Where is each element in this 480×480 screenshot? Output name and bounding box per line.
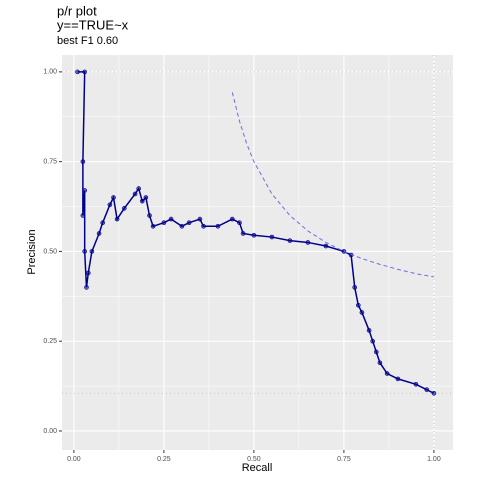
y-axis-label: Precision — [26, 229, 38, 274]
point — [96, 231, 102, 236]
point — [352, 285, 358, 290]
point — [150, 223, 156, 229]
point — [240, 231, 246, 236]
point — [424, 387, 430, 392]
point — [139, 198, 145, 204]
y-tick-label: 0.00 — [43, 428, 57, 435]
pr-curve — [77, 71, 435, 394]
point — [251, 232, 257, 238]
point — [82, 188, 87, 193]
x-axis-label: Recall — [242, 462, 273, 474]
x-tick-label: 0.25 — [157, 456, 171, 463]
point — [186, 220, 192, 225]
chart-title: p/r plot — [57, 3, 97, 18]
point — [374, 349, 379, 355]
panel — [62, 55, 453, 450]
point — [84, 285, 89, 290]
y-tick-label: 0.25 — [43, 338, 57, 345]
point — [147, 213, 152, 218]
point — [305, 240, 311, 245]
x-tick-label: 0.50 — [247, 456, 261, 463]
x-tick-label: 1.00 — [427, 456, 441, 463]
point — [80, 213, 86, 218]
point — [370, 338, 376, 344]
y-tick-label: 0.50 — [43, 248, 57, 255]
point — [395, 376, 401, 382]
point — [89, 249, 95, 254]
point — [269, 234, 275, 240]
point — [237, 220, 242, 225]
point — [359, 310, 365, 315]
point — [100, 220, 105, 225]
point — [341, 249, 347, 254]
x-tick-label: 0.00 — [67, 456, 81, 463]
point — [136, 186, 141, 191]
point — [82, 69, 87, 75]
point — [197, 216, 203, 222]
point — [161, 220, 167, 225]
point — [121, 206, 127, 211]
point — [132, 191, 138, 197]
y-tick-label: 1.00 — [43, 69, 57, 76]
point — [75, 69, 80, 75]
point — [356, 302, 361, 308]
y-tick-label: 0.75 — [43, 158, 57, 165]
point — [114, 216, 120, 222]
chart-subtitle: y==TRUE~x — [57, 17, 129, 32]
point — [201, 223, 206, 229]
point — [323, 243, 329, 249]
point — [287, 238, 293, 243]
point — [431, 390, 437, 396]
point — [179, 223, 185, 229]
point — [413, 381, 419, 387]
point — [85, 270, 91, 276]
point — [80, 159, 86, 164]
point — [143, 195, 149, 200]
point — [377, 360, 383, 366]
point — [107, 202, 113, 208]
point — [366, 328, 372, 333]
point — [384, 371, 390, 376]
point — [229, 216, 235, 222]
point — [111, 195, 116, 200]
f1-curve — [231, 92, 435, 278]
point — [168, 216, 174, 222]
x-tick-label: 0.75 — [337, 456, 351, 463]
point — [215, 223, 221, 229]
chart-caption: best F1 0.60 — [57, 35, 118, 47]
point — [82, 249, 87, 254]
